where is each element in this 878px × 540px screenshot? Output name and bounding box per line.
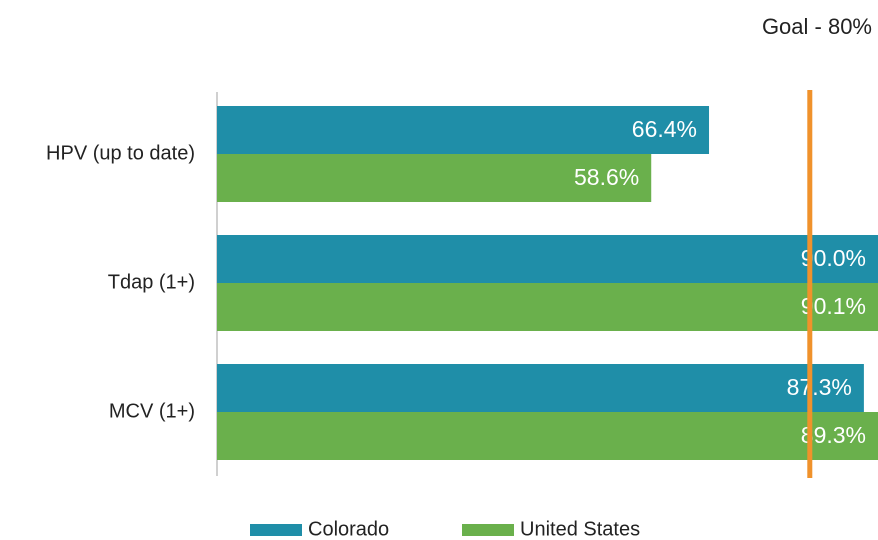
legend-label: Colorado [308, 518, 389, 540]
legend-swatch [462, 524, 514, 536]
value-label: 66.4% [632, 116, 697, 142]
goal-label: Goal - 80% [762, 14, 872, 39]
category-label: MCV (1+) [109, 400, 195, 422]
legend-label: United States [520, 518, 640, 540]
bar [217, 283, 878, 331]
value-label: 87.3% [787, 374, 852, 400]
legend-swatch [250, 524, 302, 536]
bar [217, 106, 710, 154]
bar [217, 412, 878, 460]
value-label: 58.6% [574, 164, 639, 190]
category-label: HPV (up to date) [46, 142, 195, 164]
bar [217, 154, 652, 202]
category-label: Tdap (1+) [108, 271, 195, 293]
bar [217, 364, 864, 412]
bar [217, 235, 878, 283]
